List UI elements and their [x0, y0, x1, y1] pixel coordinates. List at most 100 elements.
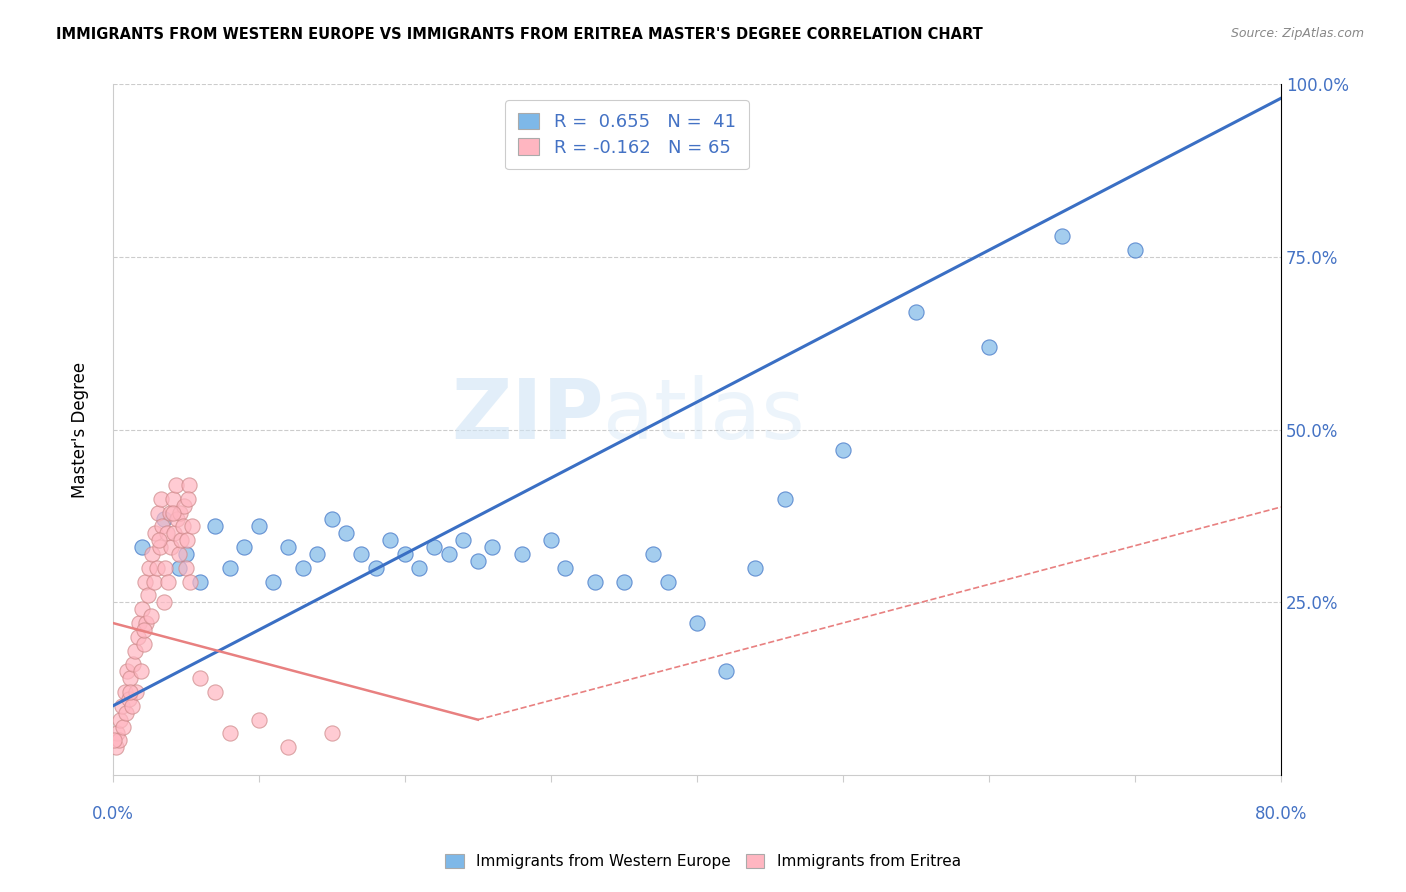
- Point: [481, 540, 503, 554]
- Point: [204, 685, 226, 699]
- Point: [218, 561, 240, 575]
- Point: [159, 506, 181, 520]
- Point: [437, 547, 460, 561]
- Point: [583, 574, 606, 589]
- Point: [148, 540, 170, 554]
- Point: [904, 305, 927, 319]
- Point: [423, 540, 446, 554]
- Point: [160, 540, 183, 554]
- Point: [153, 512, 176, 526]
- Point: [124, 643, 146, 657]
- Point: [643, 547, 665, 561]
- Point: [165, 478, 187, 492]
- Point: [277, 540, 299, 554]
- Point: [134, 574, 156, 589]
- Text: IMMIGRANTS FROM WESTERN EUROPE VS IMMIGRANTS FROM ERITREA MASTER'S DEGREE CORREL: IMMIGRANTS FROM WESTERN EUROPE VS IMMIGR…: [56, 27, 983, 42]
- Point: [125, 685, 148, 699]
- Point: [177, 478, 200, 492]
- Point: [118, 692, 141, 706]
- Point: [510, 547, 533, 561]
- Point: [162, 491, 184, 506]
- Point: [134, 623, 156, 637]
- Point: [180, 519, 202, 533]
- Point: [174, 547, 197, 561]
- Point: [153, 595, 176, 609]
- Legend: Immigrants from Western Europe, Immigrants from Eritrea: Immigrants from Western Europe, Immigran…: [439, 848, 967, 875]
- Point: [394, 547, 416, 561]
- Point: [129, 665, 152, 679]
- Point: [110, 698, 132, 713]
- Point: [307, 547, 329, 561]
- Point: [744, 561, 766, 575]
- Point: [467, 554, 489, 568]
- Point: [335, 526, 357, 541]
- Point: [163, 526, 186, 541]
- Text: atlas: atlas: [603, 376, 806, 457]
- Point: [156, 526, 179, 541]
- Point: [380, 533, 402, 548]
- Point: [139, 609, 162, 624]
- Point: [204, 519, 226, 533]
- Point: [247, 519, 270, 533]
- Point: [554, 561, 576, 575]
- Point: [773, 491, 796, 506]
- Point: [136, 588, 159, 602]
- Point: [117, 665, 139, 679]
- Point: [176, 533, 198, 548]
- Point: [170, 533, 193, 548]
- Text: ZIP: ZIP: [451, 376, 603, 457]
- Point: [108, 713, 131, 727]
- Point: [1050, 229, 1073, 244]
- Text: 0.0%: 0.0%: [91, 805, 134, 823]
- Point: [112, 720, 135, 734]
- Point: [115, 706, 138, 720]
- Point: [145, 561, 167, 575]
- Text: 80.0%: 80.0%: [1254, 805, 1308, 823]
- Point: [166, 512, 188, 526]
- Point: [155, 561, 177, 575]
- Point: [128, 615, 150, 630]
- Y-axis label: Master's Degree: Master's Degree: [72, 361, 89, 498]
- Point: [148, 533, 170, 548]
- Point: [142, 574, 165, 589]
- Point: [657, 574, 679, 589]
- Point: [613, 574, 636, 589]
- Point: [131, 602, 153, 616]
- Point: [107, 733, 129, 747]
- Point: [152, 519, 174, 533]
- Point: [122, 657, 145, 672]
- Point: [174, 561, 197, 575]
- Point: [143, 526, 166, 541]
- Point: [157, 574, 180, 589]
- Point: [321, 512, 343, 526]
- Point: [121, 698, 143, 713]
- Point: [408, 561, 430, 575]
- Point: [686, 615, 709, 630]
- Point: [321, 726, 343, 740]
- Point: [179, 574, 201, 589]
- Point: [1123, 243, 1146, 257]
- Point: [977, 340, 1000, 354]
- Point: [540, 533, 562, 548]
- Point: [277, 740, 299, 755]
- Point: [233, 540, 256, 554]
- Point: [364, 561, 387, 575]
- Point: [138, 561, 160, 575]
- Point: [118, 685, 141, 699]
- Point: [218, 726, 240, 740]
- Point: [247, 713, 270, 727]
- Point: [350, 547, 373, 561]
- Point: [172, 519, 194, 533]
- Point: [132, 637, 155, 651]
- Point: [167, 561, 190, 575]
- Point: [169, 506, 191, 520]
- Point: [127, 630, 149, 644]
- Point: [150, 491, 173, 506]
- Point: [141, 547, 163, 561]
- Point: [131, 540, 153, 554]
- Point: [262, 574, 284, 589]
- Point: [105, 726, 128, 740]
- Point: [714, 665, 737, 679]
- Point: [190, 574, 212, 589]
- Text: Source: ZipAtlas.com: Source: ZipAtlas.com: [1230, 27, 1364, 40]
